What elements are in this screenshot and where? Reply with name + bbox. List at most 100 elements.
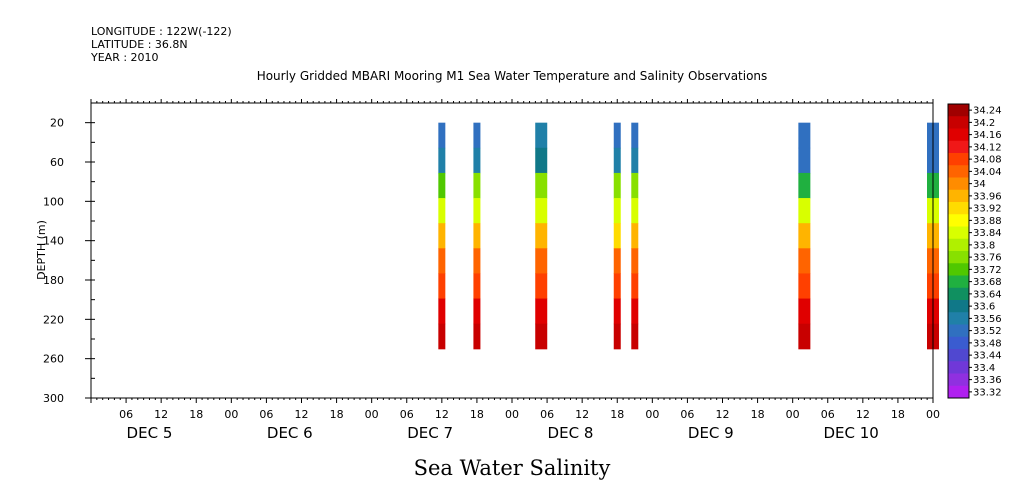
profile-cell: [535, 223, 548, 249]
colorbar-label: 34.24: [973, 106, 1002, 117]
colorbar-label: 33.32: [973, 387, 1002, 398]
x-tick-label: 06: [680, 408, 694, 421]
colorbar-swatch: [948, 275, 969, 289]
y-tick-label: 20: [50, 117, 64, 130]
profile-cell: [631, 147, 639, 174]
profile-1: [473, 122, 481, 350]
x-tick-label: 00: [365, 408, 379, 421]
x-date-label: DEC 5: [127, 424, 173, 442]
profile-cell: [798, 122, 811, 149]
x-tick-label: 18: [330, 408, 344, 421]
profile-cell: [535, 273, 548, 300]
profile-cell: [798, 172, 811, 199]
profile-cell: [613, 273, 621, 300]
profile-cell: [613, 147, 621, 174]
plot-area: 20 60 100 140 180 220 260 300 06 12 18 00 06 12 18 00 06…: [43, 99, 940, 442]
colorbar-swatch: [948, 226, 969, 240]
year-label: YEAR : 2010: [90, 51, 159, 64]
profile-cell: [631, 122, 639, 149]
x-tick-label: 06: [540, 408, 554, 421]
profile-cell: [438, 122, 446, 149]
x-tick-label: 18: [891, 408, 905, 421]
latitude-label: LATITUDE : 36.8N: [91, 38, 188, 51]
y-tick-label: 100: [43, 195, 64, 208]
colorbar-label: 34.2: [973, 118, 995, 129]
profile-cell: [438, 147, 446, 174]
colorbar-swatch: [948, 165, 969, 178]
x-tick-label: 12: [154, 408, 168, 421]
x-tick-label: 00: [505, 408, 519, 421]
colorbar-label: 33.6: [973, 302, 995, 313]
colorbar-label: 34.12: [973, 142, 1002, 153]
colorbar-label: 34.04: [973, 167, 1002, 178]
x-tick-label: 06: [821, 408, 835, 421]
colorbar-swatch: [948, 349, 969, 362]
x-tick-label: 12: [716, 408, 730, 421]
profile-0: [438, 122, 446, 350]
x-tick-label: 18: [470, 408, 484, 421]
profile-cell: [473, 273, 481, 300]
profile-cell: [613, 172, 621, 199]
colorbar-label: 33.64: [973, 289, 1002, 300]
colorbar-label: 33.96: [973, 191, 1002, 202]
colorbar-label: 33.48: [973, 338, 1002, 349]
profile-4: [631, 122, 639, 350]
colorbar-label: 33.36: [973, 375, 1002, 386]
profile-cell: [473, 122, 481, 149]
colorbar-label: 33.76: [973, 253, 1002, 264]
profile-cell: [631, 298, 639, 325]
profile-cell: [613, 323, 621, 350]
colorbar-swatch: [948, 202, 969, 215]
profile-cell: [535, 147, 548, 174]
y-tick-label: 300: [43, 392, 64, 405]
colorbar-label: 33.8: [973, 240, 995, 251]
colorbar-label: 33.44: [973, 351, 1002, 362]
profile-cell: [473, 147, 481, 174]
colorbar-label: 33.84: [973, 228, 1002, 239]
profile-cell: [438, 248, 446, 274]
profile-cell: [438, 323, 446, 350]
colorbar-swatch: [948, 140, 969, 154]
y-tick-label: 140: [43, 235, 64, 248]
colorbar-swatch: [948, 312, 969, 325]
colorbar-label: 33.52: [973, 326, 1002, 337]
colorbar-swatch: [948, 251, 969, 264]
profile-cell: [798, 198, 811, 224]
profile-cell: [631, 172, 639, 199]
colorbar-label: 34: [973, 179, 986, 190]
colorbar-label: 34.08: [973, 155, 1002, 166]
profile-cell: [438, 273, 446, 300]
profile-cell: [438, 298, 446, 325]
profile-cell: [798, 273, 811, 300]
y-tick-label: 180: [43, 274, 64, 287]
profile-cell: [631, 273, 639, 300]
profile-2: [535, 122, 548, 350]
colorbar-swatch: [948, 385, 969, 399]
colorbar-label: 33.92: [973, 204, 1002, 215]
colorbar-swatch: [948, 189, 969, 203]
colorbar-label: 33.88: [973, 216, 1002, 227]
profile-cell: [613, 198, 621, 224]
x-date-label: DEC 9: [688, 424, 734, 442]
colorbar-label: 33.4: [973, 363, 995, 374]
y-tick-label: 220: [43, 313, 64, 326]
x-tick-label: 06: [119, 408, 133, 421]
profile-cell: [798, 298, 811, 325]
x-tick-label: 00: [786, 408, 800, 421]
profile-5: [798, 122, 811, 350]
x-tick-label: 00: [926, 408, 940, 421]
x-date-label: DEC 10: [823, 424, 878, 442]
profile-cell: [473, 198, 481, 224]
variable-label: Sea Water Salinity: [414, 456, 611, 480]
profile-3: [613, 122, 621, 350]
colorbar-frame: [947, 103, 970, 399]
colorbar-swatch: [948, 116, 969, 129]
y-tick-label: 260: [43, 353, 64, 366]
x-tick-label: 18: [610, 408, 624, 421]
y-axis-label: DEPTH (m): [35, 220, 48, 280]
colorbar-label: 33.72: [973, 265, 1002, 276]
x-tick-label: 06: [259, 408, 273, 421]
profile-cell: [473, 248, 481, 274]
colorbar-swatch: [948, 177, 969, 191]
